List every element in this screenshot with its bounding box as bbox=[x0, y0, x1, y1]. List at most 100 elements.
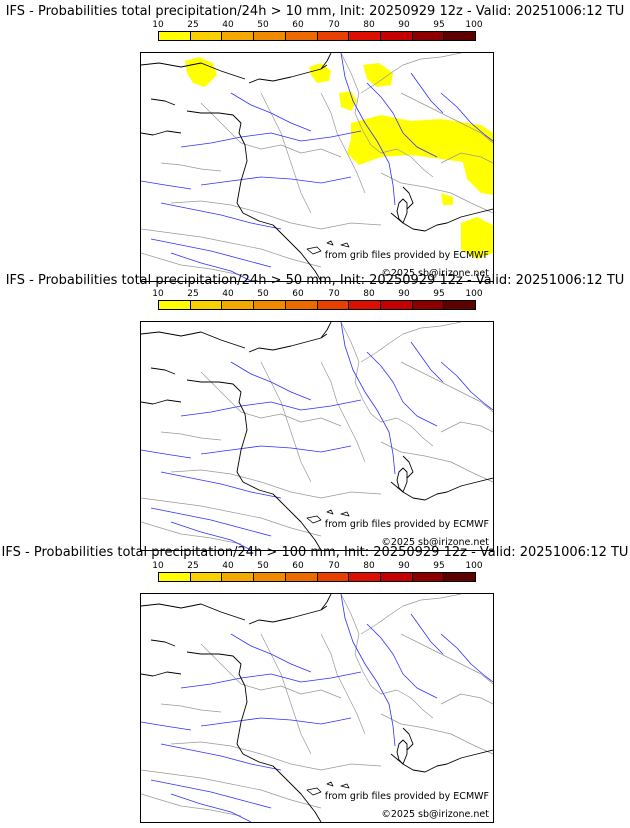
coastline bbox=[390, 477, 493, 501]
river bbox=[440, 92, 493, 142]
river bbox=[410, 341, 444, 383]
island-coastline bbox=[326, 509, 334, 515]
colorbar-swatch bbox=[380, 301, 413, 309]
admin-border bbox=[320, 361, 366, 463]
river bbox=[150, 779, 272, 809]
island-coastline bbox=[340, 511, 350, 517]
forecast-panel-10mm: IFS - Probabilities total precipitation/… bbox=[0, 4, 630, 282]
coastline bbox=[141, 62, 246, 80]
colorbar-tick: 60 bbox=[292, 289, 304, 299]
river bbox=[180, 399, 362, 417]
island-coastline bbox=[326, 240, 334, 246]
river bbox=[200, 445, 352, 455]
river bbox=[340, 53, 396, 206]
admin-border bbox=[380, 441, 493, 483]
river bbox=[200, 717, 352, 727]
coastline bbox=[141, 130, 182, 136]
coastline bbox=[186, 379, 248, 483]
coastline bbox=[186, 110, 248, 214]
panel-title: IFS - Probabilities total precipitation/… bbox=[1, 545, 629, 560]
colorbar-tick: 10 bbox=[152, 20, 164, 30]
colorbar-swatch bbox=[159, 32, 191, 40]
credit-copyright: ©2025 sb@irizone.net bbox=[381, 809, 489, 820]
river bbox=[150, 238, 272, 268]
coastline bbox=[390, 208, 493, 232]
credit-ecmwf: from grib files provided by ECMWF bbox=[324, 250, 489, 261]
colorbar-swatch bbox=[254, 573, 286, 581]
colorbar-swatch bbox=[412, 301, 445, 309]
map-france: from grib files provided by ECMWF ©2025 … bbox=[140, 321, 494, 551]
admin-border bbox=[141, 228, 322, 268]
credit-ecmwf: from grib files provided by ECMWF bbox=[324, 791, 489, 802]
coastline bbox=[242, 212, 322, 281]
colorbar-swatches bbox=[158, 31, 476, 41]
precip-probability-area bbox=[461, 217, 493, 259]
colorbar-swatch bbox=[444, 573, 476, 581]
river bbox=[440, 361, 493, 411]
admin-border bbox=[440, 152, 493, 164]
river bbox=[160, 471, 282, 499]
river bbox=[150, 507, 272, 537]
colorbar-swatch bbox=[190, 32, 223, 40]
colorbar-tick: 40 bbox=[222, 561, 234, 571]
admin-border bbox=[360, 594, 462, 635]
coastline bbox=[248, 333, 328, 353]
coastline bbox=[141, 671, 182, 677]
admin-border bbox=[200, 371, 342, 427]
colorbar-swatch bbox=[285, 32, 318, 40]
colorbar-swatch bbox=[349, 301, 381, 309]
colorbar-swatch bbox=[412, 573, 445, 581]
basemap bbox=[141, 594, 493, 822]
colorbar-swatch bbox=[412, 32, 445, 40]
admin-border bbox=[170, 741, 382, 771]
admin-border bbox=[141, 769, 322, 809]
river bbox=[366, 82, 438, 158]
colorbar-swatch bbox=[254, 301, 286, 309]
colorbar-tick: 60 bbox=[292, 561, 304, 571]
river bbox=[366, 351, 438, 427]
admin-border bbox=[260, 92, 312, 214]
colorbar-swatch bbox=[159, 573, 191, 581]
colorbar-swatch bbox=[190, 301, 223, 309]
river bbox=[160, 202, 282, 230]
colorbar-tick: 40 bbox=[222, 20, 234, 30]
admin-border bbox=[400, 633, 493, 685]
river bbox=[170, 252, 252, 281]
admin-border bbox=[360, 53, 462, 94]
coastline bbox=[402, 727, 414, 751]
coastline bbox=[320, 594, 332, 611]
coastline bbox=[402, 186, 414, 210]
colorbar-tick: 80 bbox=[363, 289, 375, 299]
colorbar-tick: 70 bbox=[328, 561, 340, 571]
coastline bbox=[320, 322, 332, 339]
admin-border bbox=[400, 361, 493, 413]
colorbar-swatch bbox=[222, 32, 255, 40]
corsica-coastline bbox=[396, 467, 408, 493]
river bbox=[340, 322, 396, 475]
colorbar-tick: 70 bbox=[328, 20, 340, 30]
panel-title: IFS - Probabilities total precipitation/… bbox=[5, 4, 625, 19]
colorbar-swatch bbox=[380, 573, 413, 581]
colorbar-tick: 10 bbox=[152, 289, 164, 299]
coastline bbox=[141, 331, 246, 349]
colorbar-tick: 25 bbox=[187, 20, 199, 30]
admin-border bbox=[141, 521, 242, 545]
river bbox=[160, 743, 282, 771]
island-coastline bbox=[326, 781, 334, 787]
admin-border bbox=[260, 361, 312, 483]
colorbar-swatch bbox=[380, 32, 413, 40]
island-coastline bbox=[306, 787, 322, 796]
corsica-coastline bbox=[396, 198, 408, 224]
admin-border bbox=[160, 703, 222, 713]
coastline bbox=[186, 651, 248, 755]
coastline bbox=[150, 639, 176, 647]
colorbar-tick: 90 bbox=[398, 289, 410, 299]
river bbox=[410, 72, 444, 114]
colorbar-tick: 100 bbox=[465, 289, 483, 299]
colorbar-swatch bbox=[285, 573, 318, 581]
colorbar-tick-labels: 10 25 40 50 60 70 80 90 95 100 bbox=[152, 561, 482, 571]
colorbar-swatch bbox=[349, 573, 381, 581]
colorbar-tick: 25 bbox=[187, 561, 199, 571]
credit-copyright: ©2025 sb@irizone.net bbox=[381, 268, 489, 279]
colorbar-swatch bbox=[222, 573, 255, 581]
